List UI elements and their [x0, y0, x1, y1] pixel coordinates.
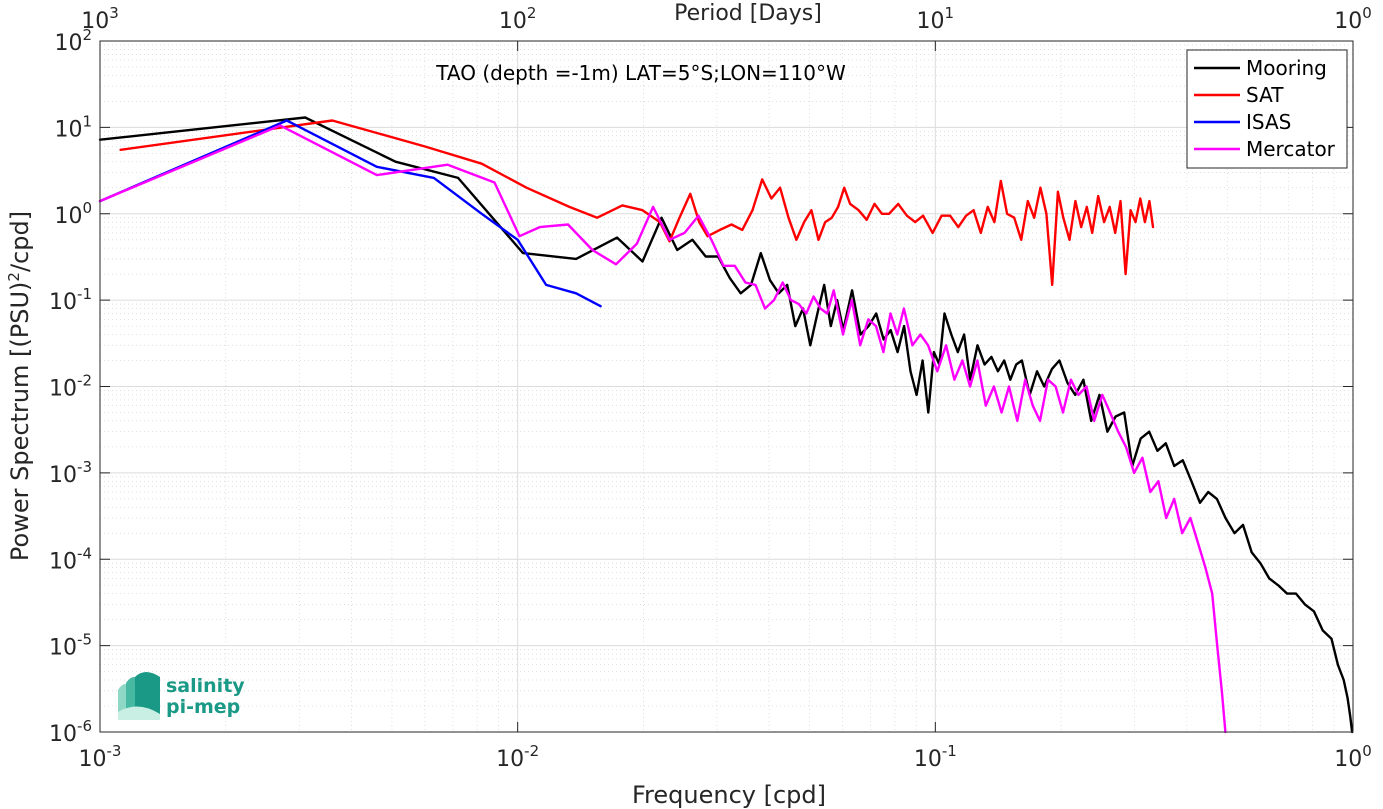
y-tick-label: 10-3: [49, 458, 92, 488]
x-tick-label-exp: -1: [942, 742, 957, 760]
x-tick-label-base: 10: [914, 747, 942, 772]
y-tick-label-base: 10: [49, 290, 77, 315]
y-tick-label-base: 10: [49, 377, 77, 402]
y-tick-label-exp: 1: [82, 112, 92, 130]
top-tick-label-exp: 3: [109, 4, 119, 22]
series-line-mooring: [98, 116, 1354, 734]
salinity-pi-mep-logo: salinity pi-mep: [118, 672, 245, 720]
logo-mark-icon: [118, 672, 160, 720]
x-tick-labels: 10-3 10-2 10-1 100: [79, 742, 1372, 772]
top-tick-label-exp: 0: [1362, 4, 1372, 22]
x-tick-label-exp: -2: [524, 742, 539, 760]
legend-label-mercator: Mercator: [1246, 137, 1336, 161]
y-tick-label-base: 10: [49, 722, 77, 747]
y-tick-label: 10-4: [49, 544, 92, 574]
top-tick-label-exp: 2: [527, 4, 537, 22]
y-tick-label-exp: -4: [77, 544, 92, 562]
series-line-mercator: [98, 124, 1227, 734]
logo-line1: salinity: [166, 675, 245, 697]
axis-ticks: [99, 40, 1354, 733]
y-tick-label-base: 10: [54, 204, 82, 229]
y-tick-label: 100: [54, 199, 92, 229]
y-axis-title: Power Spectrum [(PSU)2/cpd]: [5, 211, 34, 561]
x-axis-title: Frequency [cpd]: [632, 781, 826, 809]
y-tick-label-base: 10: [49, 463, 77, 488]
y-tick-label-exp: 0: [82, 199, 92, 217]
y-axis-title-tail: /cpd]: [6, 211, 34, 272]
chart-title: TAO (depth =-1m) LAT=5°S;LON=110°W: [435, 61, 846, 85]
y-tick-label: 102: [54, 26, 92, 56]
top-axis-title: Period [Days]: [674, 1, 822, 26]
y-axis-title-sup: 2: [5, 272, 23, 282]
top-tick-label-exp: 1: [945, 4, 955, 22]
y-axis-title-main: Power Spectrum [(PSU): [6, 282, 34, 561]
y-tick-label-base: 10: [49, 636, 77, 661]
x-tick-label: 10-1: [914, 742, 957, 772]
y-tick-label-exp: -5: [77, 631, 92, 649]
legend-label-isas: ISAS: [1246, 110, 1291, 134]
y-tick-label-exp: 2: [82, 26, 92, 44]
x-tick-label-exp: -3: [107, 742, 122, 760]
y-tick-label-base: 10: [54, 117, 82, 142]
top-tick-label-base: 10: [499, 9, 527, 34]
top-tick-label-base: 10: [81, 9, 109, 34]
top-tick-label: 103: [81, 4, 119, 34]
x-tick-label: 100: [1334, 742, 1372, 772]
y-tick-label-exp: -2: [77, 372, 92, 390]
legend: Mooring SAT ISAS Mercator: [1186, 49, 1348, 169]
x-tick-label-exp: 0: [1362, 742, 1372, 760]
x-tick-label: 10-2: [496, 742, 539, 772]
top-tick-label: 102: [499, 4, 537, 34]
x-tick-label-base: 10: [1334, 747, 1362, 772]
x-tick-label-base: 10: [79, 747, 107, 772]
y-tick-label-exp: -3: [77, 458, 92, 476]
y-tick-label-base: 10: [54, 31, 82, 56]
y-tick-label: 10-1: [49, 285, 92, 315]
top-tick-label: 101: [917, 4, 955, 34]
y-tick-label-exp: -1: [77, 285, 92, 303]
legend-label-sat: SAT: [1246, 83, 1284, 107]
top-tick-label: 100: [1334, 4, 1372, 34]
x-tick-label-base: 10: [496, 747, 524, 772]
x-tick-label: 10-3: [79, 742, 122, 772]
y-tick-label: 10-5: [49, 631, 92, 661]
y-tick-label: 10-2: [49, 372, 92, 402]
y-tick-label: 101: [54, 112, 92, 142]
y-tick-label-exp: -6: [77, 717, 92, 735]
series-line-isas: [98, 119, 602, 308]
minor-grid: [100, 41, 1353, 732]
top-tick-label-base: 10: [1334, 9, 1362, 34]
logo-line2: pi-mep: [166, 696, 240, 718]
series-layer: [98, 116, 1354, 734]
legend-label-mooring: Mooring: [1246, 56, 1327, 80]
top-tick-labels: 103 102 101 100: [81, 4, 1372, 34]
y-tick-label-base: 10: [49, 549, 77, 574]
y-tick-label: 10-6: [49, 717, 92, 747]
top-tick-label-base: 10: [917, 9, 945, 34]
